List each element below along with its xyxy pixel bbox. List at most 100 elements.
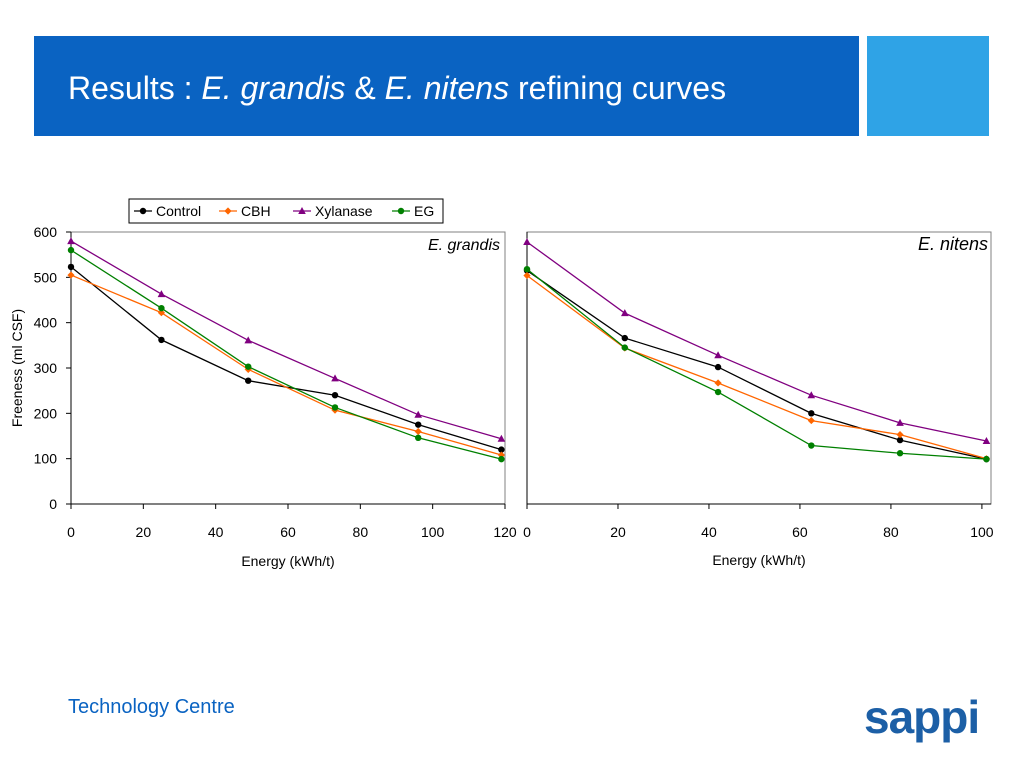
chart-legend: Control CBH Xylanase EG [128, 198, 444, 224]
e-grandis-series-control [67, 263, 505, 453]
e-grandis-cbh-point [157, 309, 166, 317]
e-grandis-plot-frame [70, 231, 506, 505]
e-nitens-x-tick-label: 0 [523, 524, 531, 540]
e-nitens-eg-line [526, 268, 987, 460]
e-nitens-x-tick-label: 60 [792, 524, 808, 540]
e-nitens-xylanase-line [526, 241, 987, 442]
legend-control-marker [139, 207, 147, 215]
e-grandis-control-point [158, 336, 165, 344]
legend-control-label: Control [156, 203, 201, 219]
e-grandis-x-tick-label: 40 [208, 524, 224, 540]
slide-title: Results : E. grandis & E. nitens refinin… [68, 70, 727, 106]
e-nitens-eg-point [621, 344, 629, 351]
e-nitens-eg-point [983, 455, 990, 463]
e-grandis-control-line [70, 266, 502, 451]
e-nitens-eg-point [808, 442, 815, 449]
e-grandis-x-tick-label: 60 [280, 524, 296, 540]
e-nitens-xylanase-point [982, 436, 991, 444]
e-nitens-control-line [526, 269, 987, 460]
e-nitens-eg-point [523, 265, 531, 273]
e-nitens-xylanase-point [523, 237, 531, 245]
e-nitens-plot-frame [526, 231, 992, 505]
e-grandis-y-tick-label: 0 [49, 496, 57, 512]
e-grandis-cbh-point [414, 427, 422, 436]
e-grandis-xylanase-line [70, 240, 502, 440]
e-grandis-y-tick-label: 200 [34, 405, 58, 421]
e-grandis-eg-point [67, 246, 75, 254]
e-grandis-cbh-line [70, 274, 502, 456]
e-nitens-cbh-point [714, 379, 722, 387]
e-grandis-x-tick-label: 0 [67, 524, 75, 540]
e-grandis-y-axis-label: Freeness (ml CSF) [9, 309, 25, 427]
e-grandis-xylanase-point [331, 374, 339, 382]
sappi-logo: sappi [864, 691, 980, 743]
e-grandis-xylanase-point [244, 336, 253, 344]
legend-box [128, 198, 444, 224]
e-grandis-y-tick-label: 300 [34, 360, 58, 376]
e-grandis-y-tick-label: 600 [34, 224, 58, 240]
e-grandis-eg-line [70, 249, 502, 460]
e-grandis-eg-point [415, 434, 422, 442]
e-nitens-cbh-point [896, 431, 904, 439]
e-grandis-control-point [415, 421, 422, 428]
e-grandis-control-point [331, 392, 339, 399]
legend-cbh-marker [224, 207, 232, 215]
legend-eg-label: EG [414, 203, 434, 219]
e-nitens-x-tick-label: 80 [883, 524, 899, 540]
e-grandis-series-xylanase [67, 237, 506, 442]
e-nitens-control-point [896, 436, 904, 444]
legend-eg-marker [397, 207, 405, 215]
e-grandis-control-point [67, 263, 75, 271]
e-grandis-xylanase-point [497, 434, 506, 442]
e-grandis-x-tick-label: 20 [136, 524, 152, 540]
e-grandis-xylanase-point [157, 290, 166, 298]
e-nitens-cbh-point [807, 416, 815, 425]
e-grandis-cbh-point [67, 271, 75, 279]
e-grandis-x-tick-label: 120 [493, 524, 517, 540]
e-grandis-eg-point [245, 363, 252, 370]
e-nitens-cbh-line [526, 274, 987, 460]
e-grandis-y-tick-label: 100 [34, 451, 58, 467]
e-nitens-eg-point [714, 388, 722, 396]
e-nitens-x-tick-label: 20 [610, 524, 626, 540]
e-grandis-eg-point [498, 455, 505, 463]
e-grandis-cbh-point [497, 451, 505, 459]
e-grandis-series-eg [67, 246, 505, 463]
legend-cbh-label: CBH [241, 203, 271, 219]
e-nitens-panel-label: E. nitens [918, 234, 988, 254]
e-nitens-control-point [621, 334, 629, 342]
e-nitens-series-cbh [523, 271, 991, 463]
e-grandis-xylanase-point [67, 237, 75, 245]
title-bar [34, 36, 859, 136]
legend-xylanase-label: Xylanase [315, 203, 373, 219]
legend-xylanase-marker [298, 207, 306, 214]
e-nitens-series-xylanase [523, 237, 991, 444]
e-nitens-x-axis-label: Energy (kWh/t) [712, 552, 805, 568]
e-grandis-x-axis-label: Energy (kWh/t) [241, 553, 334, 569]
e-nitens-control-point [808, 410, 815, 417]
e-grandis-control-point [498, 446, 505, 453]
e-nitens-cbh-point [523, 271, 531, 280]
e-grandis-eg-point [331, 404, 339, 411]
e-grandis-y-tick-label: 500 [34, 269, 58, 285]
e-grandis-y-tick-label: 400 [34, 315, 58, 331]
e-grandis-x-tick-label: 100 [421, 524, 445, 540]
footer-text: Technology Centre [68, 696, 235, 718]
e-nitens-control-point [714, 363, 722, 371]
e-nitens-xylanase-point [714, 351, 722, 359]
e-nitens-x-tick-label: 100 [970, 524, 994, 540]
e-nitens-eg-point [896, 450, 904, 457]
e-grandis-eg-point [158, 304, 165, 312]
e-grandis-panel-label: E. grandis [428, 237, 500, 254]
e-grandis-x-tick-label: 80 [353, 524, 369, 540]
e-grandis-control-point [245, 377, 252, 384]
title-accent-block [867, 36, 989, 136]
e-nitens-series-eg [523, 265, 990, 463]
e-nitens-xylanase-point [896, 418, 904, 426]
e-nitens-x-tick-label: 40 [701, 524, 717, 540]
e-grandis-xylanase-point [414, 410, 422, 418]
e-nitens-series-control [523, 267, 990, 463]
e-nitens-xylanase-point [621, 309, 629, 317]
e-nitens-xylanase-point [807, 391, 816, 399]
